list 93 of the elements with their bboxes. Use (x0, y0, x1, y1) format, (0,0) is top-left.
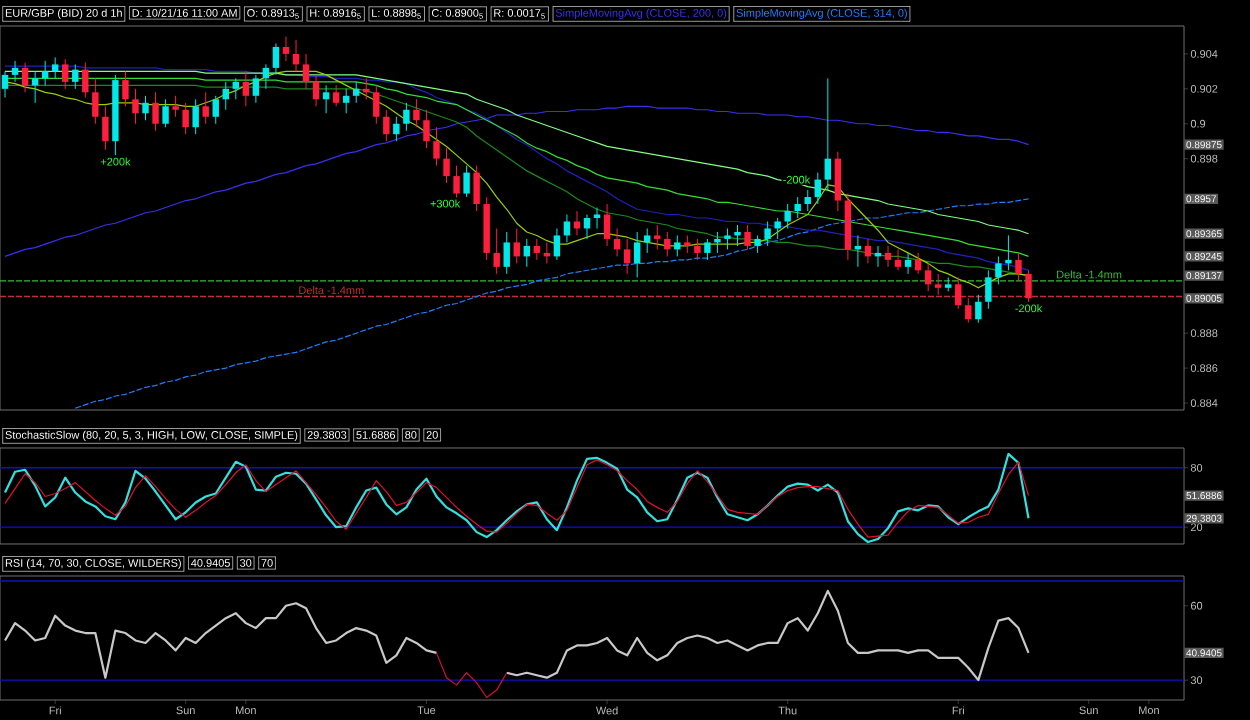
candlestick (433, 126, 440, 167)
candlestick (914, 252, 922, 275)
candlestick (714, 231, 721, 254)
candlestick (824, 77, 832, 191)
line-series (435, 652, 508, 699)
candlestick (894, 248, 902, 271)
candlestick (794, 196, 801, 219)
candlestick (995, 255, 1002, 285)
candlestick (1, 70, 9, 99)
candlestick (162, 98, 169, 128)
candlestick (222, 81, 229, 111)
candlestick (955, 276, 962, 310)
candlestick (834, 151, 842, 212)
candlestick (403, 102, 410, 132)
candlestick (383, 109, 390, 142)
candlestick (152, 91, 159, 132)
candlestick (633, 231, 641, 278)
candlestick (342, 88, 350, 114)
candlestick (804, 189, 811, 212)
candlestick (583, 214, 591, 240)
candlestick (965, 297, 972, 324)
candlestick (985, 269, 992, 310)
candlestick (353, 81, 360, 104)
candlestick (774, 217, 781, 240)
candlestick (563, 214, 571, 243)
candlestick (102, 105, 109, 151)
candlestick (132, 88, 139, 125)
candlestick (694, 238, 701, 261)
candlestick (62, 58, 69, 90)
candlestick (322, 84, 330, 114)
candlestick (11, 60, 19, 83)
candlestick (413, 98, 420, 128)
candlestick (212, 95, 219, 125)
candlestick (41, 60, 49, 86)
candlestick (493, 227, 500, 275)
candlestick (122, 70, 129, 107)
candlestick (513, 227, 520, 264)
candlestick (373, 84, 380, 125)
candlestick (503, 231, 510, 275)
candlestick (643, 227, 651, 254)
candlestick (142, 95, 149, 121)
candlestick (202, 91, 209, 125)
candlestick (31, 70, 39, 104)
candlestick (814, 172, 821, 205)
candlestick (242, 70, 250, 107)
candlestick (784, 203, 791, 229)
candlestick (292, 39, 300, 72)
candlestick (654, 224, 661, 250)
candlestick (734, 224, 741, 247)
candlestick (674, 234, 681, 257)
candlestick (262, 63, 270, 90)
candlestick (724, 227, 731, 250)
candlestick (172, 95, 179, 118)
candlestick (533, 238, 541, 261)
candlestick (864, 238, 872, 264)
candlestick (463, 165, 470, 198)
candlestick (312, 74, 320, 107)
candlestick (924, 262, 932, 292)
candlestick (664, 231, 671, 257)
candlestick (453, 165, 460, 202)
candlestick (764, 220, 771, 247)
candlestick (192, 98, 199, 135)
candlestick (884, 245, 892, 268)
candlestick (744, 224, 751, 250)
candlestick (523, 238, 531, 268)
candlestick (553, 227, 561, 261)
candlestick (934, 273, 942, 296)
candlestick (92, 77, 99, 125)
candlestick (603, 203, 611, 247)
candlestick (302, 53, 310, 90)
candlestick (443, 147, 450, 184)
candlestick (473, 165, 480, 212)
candlestick (21, 62, 29, 93)
candlestick (51, 56, 59, 79)
candlestick (72, 63, 79, 90)
candlestick (613, 227, 621, 257)
candlestick (332, 84, 340, 107)
candlestick (623, 238, 631, 275)
candlestick (975, 294, 982, 324)
candlestick (232, 77, 240, 100)
candlestick (423, 109, 430, 149)
candlestick (82, 62, 89, 99)
candlestick (282, 35, 290, 62)
candlestick (272, 42, 280, 76)
candlestick (704, 238, 711, 261)
candlestick (252, 74, 260, 104)
candlestick (1005, 234, 1012, 271)
candlestick (182, 102, 189, 135)
candlestick (1015, 252, 1022, 282)
candlestick (573, 210, 581, 236)
candlestick (1025, 269, 1032, 303)
candlestick (393, 116, 400, 142)
candlestick (904, 252, 912, 275)
